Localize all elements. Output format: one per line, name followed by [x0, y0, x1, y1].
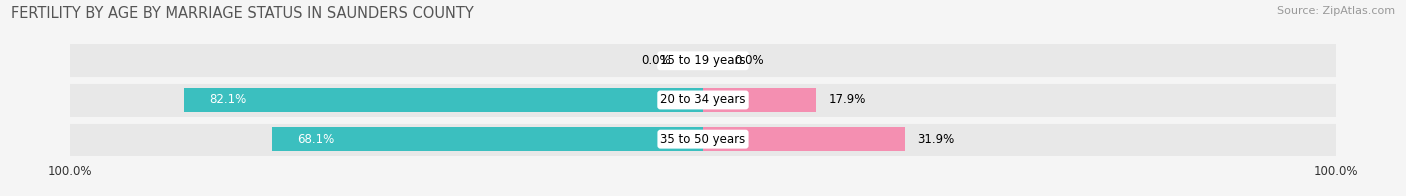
- Text: 0.0%: 0.0%: [641, 54, 672, 67]
- Bar: [70, 122, 1336, 156]
- Bar: [703, 127, 905, 151]
- Bar: [703, 88, 817, 112]
- Text: 35 to 50 years: 35 to 50 years: [661, 133, 745, 146]
- Bar: [70, 44, 1336, 78]
- Bar: [70, 83, 1336, 117]
- Text: 82.1%: 82.1%: [209, 93, 246, 106]
- Text: 15 to 19 years: 15 to 19 years: [661, 54, 745, 67]
- Text: 17.9%: 17.9%: [830, 93, 866, 106]
- Text: Source: ZipAtlas.com: Source: ZipAtlas.com: [1277, 6, 1395, 16]
- Text: FERTILITY BY AGE BY MARRIAGE STATUS IN SAUNDERS COUNTY: FERTILITY BY AGE BY MARRIAGE STATUS IN S…: [11, 6, 474, 21]
- Text: 20 to 34 years: 20 to 34 years: [661, 93, 745, 106]
- Bar: [184, 88, 703, 112]
- Bar: [273, 127, 703, 151]
- Text: 0.0%: 0.0%: [734, 54, 765, 67]
- Text: 31.9%: 31.9%: [918, 133, 955, 146]
- Text: 68.1%: 68.1%: [298, 133, 335, 146]
